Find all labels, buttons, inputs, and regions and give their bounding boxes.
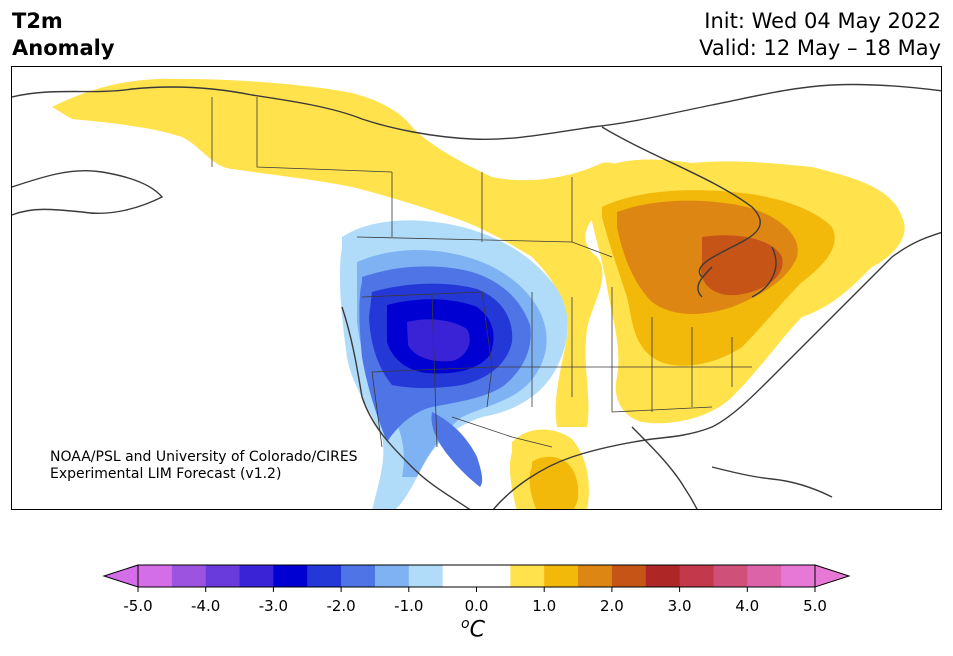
colorbar-box xyxy=(341,565,376,587)
political-borders xyxy=(211,97,752,448)
unit-letter: C xyxy=(469,617,485,643)
colorbar-box xyxy=(442,565,477,587)
cold-region-coast xyxy=(431,412,483,487)
colorbar-tick-label: 5.0 xyxy=(803,597,827,615)
colorbar-box xyxy=(205,565,241,587)
warm-region-canada-west xyxy=(52,78,623,427)
colorbar-tick-label: 3.0 xyxy=(668,597,692,615)
colorbar-box xyxy=(273,565,308,587)
colorbar-tick-label: 4.0 xyxy=(735,597,759,615)
map-title: T2m Anomaly xyxy=(12,8,115,62)
colorbar-unit: oC xyxy=(461,616,485,642)
colorbar-box xyxy=(510,565,545,587)
forecast-dates: Init: Wed 04 May 2022 Valid: 12 May – 18… xyxy=(699,8,941,62)
title-line-1: T2m xyxy=(12,9,63,33)
colorbar-tick-label: -2.0 xyxy=(326,597,355,615)
warm-region-hot-core xyxy=(701,235,783,296)
unit-degree: o xyxy=(461,616,470,632)
cold-region-deep-core xyxy=(407,319,470,362)
colorbar-box xyxy=(611,565,647,587)
colorbar-extend-high xyxy=(814,564,851,588)
credit-text: NOAA/PSL and University of Colorado/CIRE… xyxy=(50,449,358,483)
colorbar-tick-label: -1.0 xyxy=(394,597,423,615)
colorbar-box xyxy=(578,565,613,587)
colorbar-tick-label: -3.0 xyxy=(259,597,288,615)
colorbar-tick-label: 2.0 xyxy=(600,597,624,615)
colorbar-box xyxy=(713,565,748,587)
colorbar-box xyxy=(171,565,207,587)
colorbar-box xyxy=(408,565,444,587)
colorbar-extend-low xyxy=(102,564,139,588)
map-svg xyxy=(12,78,941,509)
colorbar-box xyxy=(138,565,173,587)
coastlines xyxy=(12,83,941,509)
title-line-2: Anomaly xyxy=(12,36,115,60)
colorbar-box xyxy=(679,565,714,587)
anomaly-map: NOAA/PSL and University of Colorado/CIRE… xyxy=(11,66,942,510)
colorbar-box xyxy=(476,565,511,587)
colorbar-boxes xyxy=(138,565,816,587)
init-date: Init: Wed 04 May 2022 xyxy=(704,9,941,33)
colorbar-box xyxy=(781,565,816,587)
credit-line-2: Experimental LIM Forecast (v1.2) xyxy=(50,466,282,482)
valid-dates: Valid: 12 May – 18 May xyxy=(699,36,941,60)
colorbar-tick-label: 0.0 xyxy=(465,597,489,615)
colorbar-box xyxy=(747,565,782,587)
credit-line-1: NOAA/PSL and University of Colorado/CIRE… xyxy=(50,449,358,465)
colorbar-tick-label: -4.0 xyxy=(191,597,220,615)
colorbar-box xyxy=(307,565,342,587)
colorbar-ticks: -5.0 -4.0 -3.0 -2.0 -1.0 0.0 1.0 2.0 3.0 4.0 5.0 xyxy=(123,587,827,615)
colorbar-tick-label: -5.0 xyxy=(123,597,152,615)
colorbar-tick-label: 1.0 xyxy=(532,597,556,615)
colorbar-box xyxy=(645,565,681,587)
colorbar-box xyxy=(374,565,410,587)
colorbar-box xyxy=(544,565,579,587)
colorbar-box xyxy=(239,565,274,587)
